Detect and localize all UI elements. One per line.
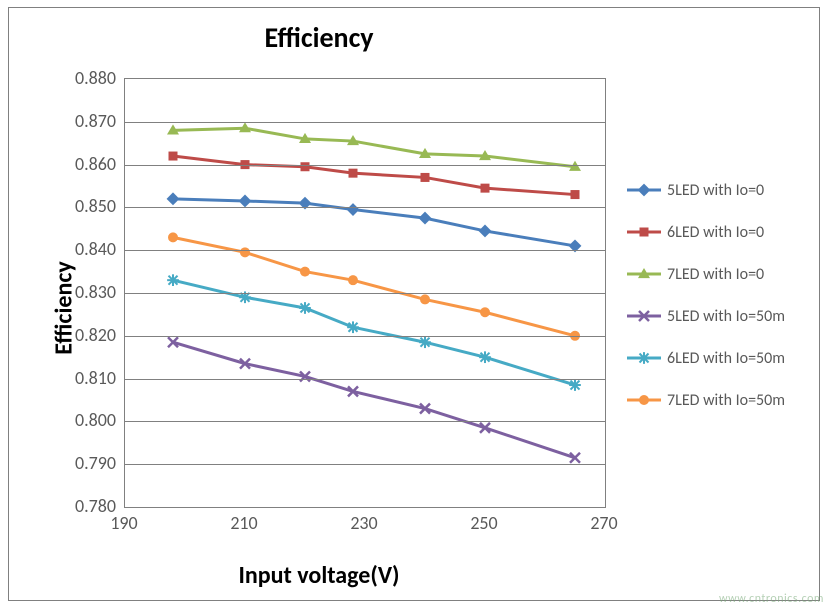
- legend-swatch: [627, 182, 661, 198]
- series-marker: [479, 225, 492, 238]
- legend-label: 6LED with Io=0: [667, 223, 764, 242]
- y-tick-label: 0.870: [0, 110, 116, 132]
- gridline: [125, 207, 605, 208]
- series-marker: [301, 162, 310, 171]
- y-tick-label: 0.800: [0, 409, 116, 431]
- series-line: [173, 237, 575, 335]
- series-marker: [167, 274, 179, 286]
- y-tick-label: 0.860: [0, 153, 116, 175]
- x-tick-label: 250: [470, 512, 497, 534]
- x-tick-label: 210: [230, 512, 257, 534]
- legend-swatch: [627, 224, 661, 240]
- series-marker: [569, 379, 581, 391]
- series-marker: [419, 336, 431, 348]
- series-marker: [347, 321, 359, 333]
- legend-item: 7LED with Io=0: [627, 264, 805, 284]
- series-marker: [571, 190, 580, 199]
- watermark: www.cntronics.com: [719, 592, 824, 606]
- chart-title: Efficiency: [9, 20, 629, 55]
- series-marker: [349, 169, 358, 178]
- series-line: [173, 156, 575, 195]
- legend: 5LED with Io=0 6LED with Io=0 7LED with Io…: [627, 180, 805, 432]
- series-marker: [348, 275, 358, 285]
- series-marker: [299, 302, 311, 314]
- legend-swatch: [627, 350, 661, 366]
- gridline: [125, 336, 605, 337]
- legend-item: 6LED with Io=50m: [627, 348, 805, 368]
- series-marker: [419, 212, 432, 225]
- series-marker: [480, 307, 490, 317]
- gridline: [125, 293, 605, 294]
- x-tick-label: 190: [110, 512, 137, 534]
- legend-swatch: [627, 392, 661, 408]
- legend-item: 6LED with Io=0: [627, 222, 805, 242]
- legend-label: 5LED with Io=0: [667, 181, 764, 200]
- gridline: [125, 250, 605, 251]
- gridline: [125, 421, 605, 422]
- series-marker: [167, 192, 180, 205]
- legend-label: 5LED with Io=50m: [667, 307, 785, 326]
- y-tick-label: 0.880: [0, 67, 116, 89]
- legend-swatch: [627, 266, 661, 282]
- legend-label: 7LED with Io=0: [667, 265, 764, 284]
- y-tick-label: 0.850: [0, 195, 116, 217]
- plot-area: [124, 78, 606, 508]
- series-marker: [481, 184, 490, 193]
- series-marker: [420, 294, 430, 304]
- legend-label: 6LED with Io=50m: [667, 349, 785, 368]
- y-tick-label: 0.810: [0, 367, 116, 389]
- gridline: [125, 464, 605, 465]
- series-line: [173, 342, 575, 458]
- legend-label: 7LED with Io=50m: [667, 391, 785, 410]
- series-line: [173, 199, 575, 246]
- gridline: [125, 122, 605, 123]
- series-marker: [240, 247, 250, 257]
- legend-item: 5LED with Io=0: [627, 180, 805, 200]
- y-tick-label: 0.780: [0, 495, 116, 517]
- x-axis-label: Input voltage(V): [9, 561, 629, 590]
- y-tick-label: 0.820: [0, 324, 116, 346]
- legend-swatch: [627, 308, 661, 324]
- x-tick-label: 230: [350, 512, 377, 534]
- series-marker: [169, 152, 178, 161]
- y-tick-label: 0.790: [0, 452, 116, 474]
- series-marker: [479, 351, 491, 363]
- legend-item: 5LED with Io=50m: [627, 306, 805, 326]
- series-line: [173, 128, 575, 167]
- series-marker: [347, 203, 360, 216]
- chart-container: Efficiency Efficiency Input voltage(V) 5…: [8, 7, 820, 601]
- gridline: [125, 379, 605, 380]
- y-tick-label: 0.840: [0, 238, 116, 260]
- y-tick-label: 0.830: [0, 281, 116, 303]
- gridline: [125, 165, 605, 166]
- series-marker: [300, 267, 310, 277]
- series-marker: [168, 232, 178, 242]
- x-tick-label: 270: [590, 512, 617, 534]
- series-marker: [421, 173, 430, 182]
- series-marker: [239, 195, 252, 208]
- series-line: [173, 280, 575, 385]
- legend-item: 7LED with Io=50m: [627, 390, 805, 410]
